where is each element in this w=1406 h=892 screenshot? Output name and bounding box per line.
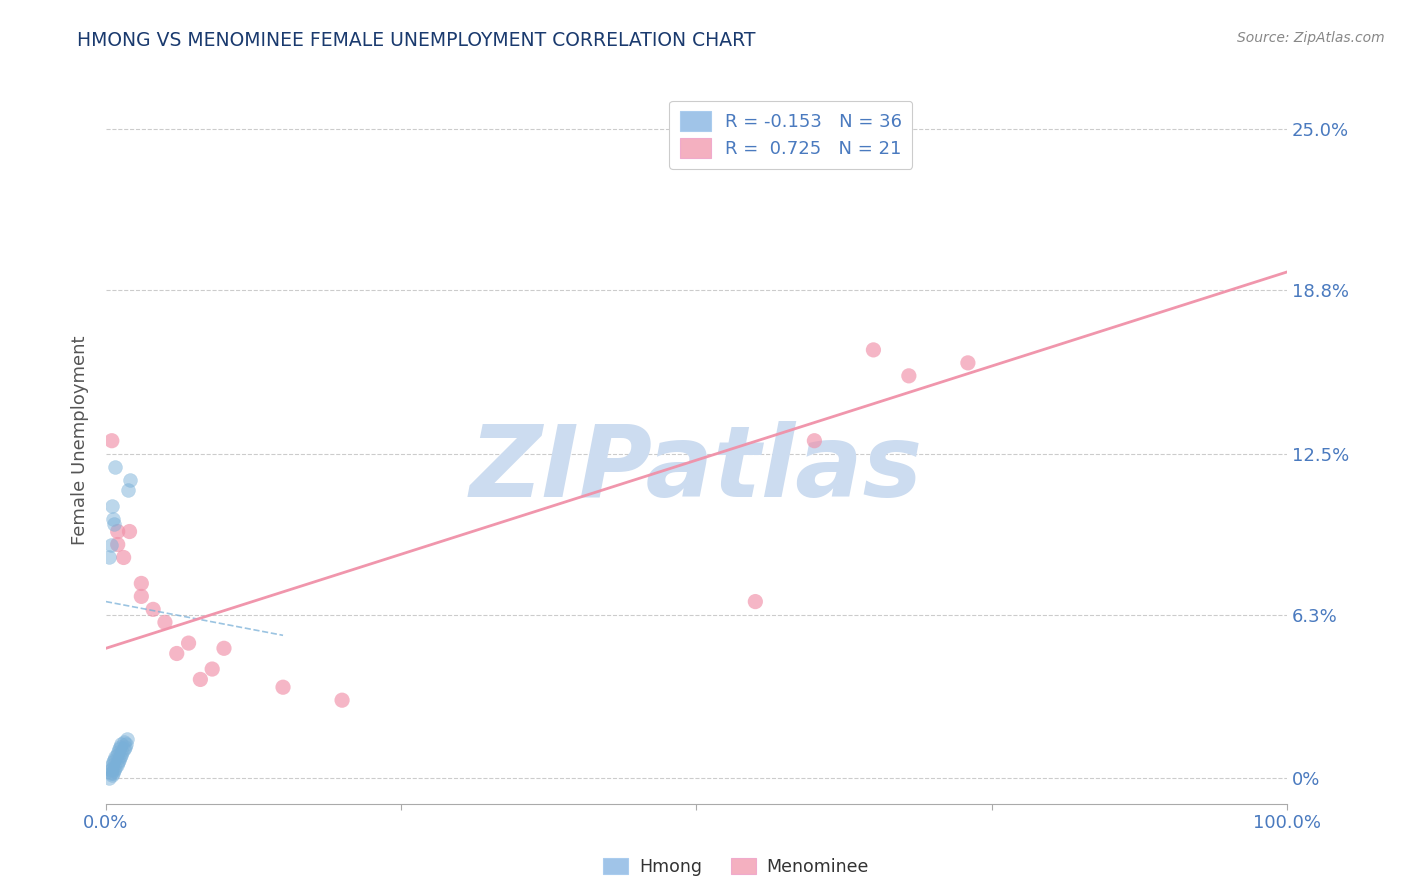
Point [101, 511, 124, 525]
Point [108, 739, 131, 754]
Point [112, 735, 135, 749]
Point [956, 356, 979, 370]
Point [153, 615, 176, 630]
Point [212, 641, 235, 656]
Point [101, 758, 124, 772]
FancyBboxPatch shape [731, 858, 756, 874]
Point [115, 732, 138, 747]
Point [166, 647, 188, 661]
Point [744, 594, 766, 608]
Point [897, 368, 920, 383]
Legend: R = -0.153   N = 36, R =  0.725   N = 21: R = -0.153 N = 36, R = 0.725 N = 21 [669, 101, 912, 169]
Point [100, 537, 122, 551]
Point [107, 756, 129, 770]
Point [104, 459, 127, 474]
Text: Menominee: Menominee [766, 858, 869, 876]
Text: HMONG VS MENOMINEE FEMALE UNEMPLOYMENT CORRELATION CHART: HMONG VS MENOMINEE FEMALE UNEMPLOYMENT C… [77, 31, 756, 50]
Point [110, 747, 132, 762]
Point [112, 550, 135, 565]
Point [114, 739, 136, 754]
Point [101, 765, 124, 780]
Point [112, 742, 135, 756]
Text: ZIPatlas: ZIPatlas [470, 421, 922, 518]
Point [105, 758, 128, 772]
Point [98, 550, 121, 565]
Point [104, 750, 127, 764]
Point [131, 576, 153, 591]
Point [101, 768, 124, 782]
Point [100, 765, 122, 780]
Point [107, 524, 129, 539]
Point [101, 499, 124, 513]
Point [104, 761, 127, 775]
FancyBboxPatch shape [603, 858, 628, 874]
Point [107, 537, 129, 551]
Point [101, 761, 124, 775]
Point [111, 745, 134, 759]
Point [190, 673, 212, 687]
Point [107, 745, 129, 759]
Point [110, 737, 132, 751]
Point [101, 434, 124, 448]
Point [862, 343, 884, 357]
Point [103, 764, 125, 778]
Point [105, 747, 128, 762]
Point [108, 753, 131, 767]
Point [131, 590, 153, 604]
Text: Source: ZipAtlas.com: Source: ZipAtlas.com [1237, 31, 1385, 45]
Y-axis label: Female Unemployment: Female Unemployment [72, 336, 89, 546]
Point [103, 753, 125, 767]
Point [101, 756, 124, 770]
Point [118, 524, 141, 539]
Point [108, 742, 131, 756]
Point [103, 516, 125, 531]
Point [271, 680, 294, 694]
Point [177, 636, 200, 650]
Text: Hmong: Hmong [640, 858, 703, 876]
Point [100, 764, 122, 778]
Point [108, 750, 131, 764]
Point [803, 434, 825, 448]
Point [115, 737, 138, 751]
Point [117, 483, 139, 497]
Point [330, 693, 353, 707]
Point [118, 473, 141, 487]
Point [201, 662, 224, 676]
Point [98, 771, 121, 785]
Point [142, 602, 165, 616]
